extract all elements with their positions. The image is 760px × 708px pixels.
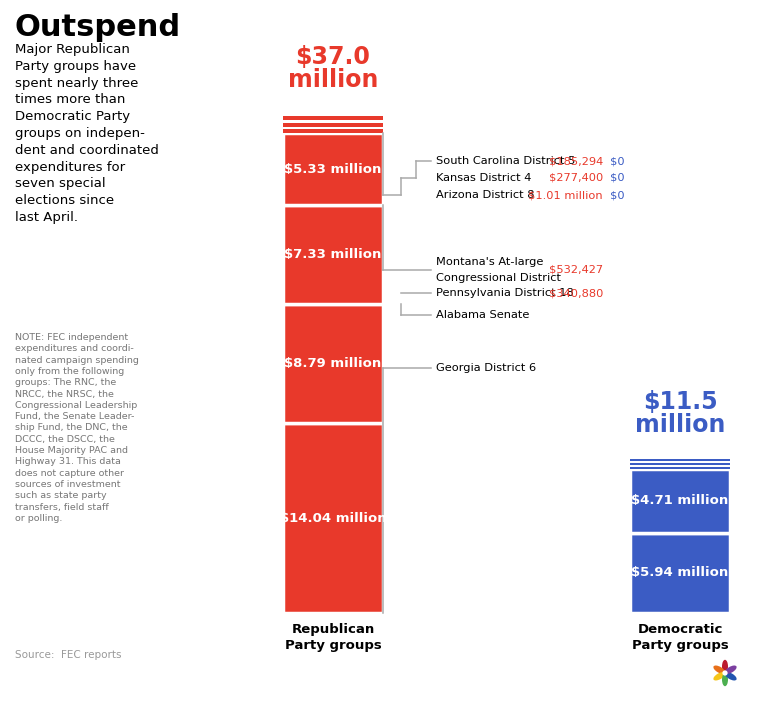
Text: $7.33 million: $7.33 million (284, 249, 382, 261)
Text: $4.71 million: $4.71 million (632, 494, 729, 508)
Text: Major Republican
Party groups have
spent nearly three
times more than
Democratic: Major Republican Party groups have spent… (15, 43, 159, 224)
Ellipse shape (725, 672, 736, 680)
Text: $0: $0 (610, 173, 625, 183)
Bar (630, 459, 730, 462)
Ellipse shape (722, 673, 728, 686)
Text: $185,294: $185,294 (549, 156, 603, 166)
Ellipse shape (714, 672, 725, 680)
Text: Arizona District 8: Arizona District 8 (436, 190, 534, 200)
Text: $14.04 million: $14.04 million (280, 512, 386, 525)
Text: Democratic
Party groups: Democratic Party groups (632, 623, 728, 652)
Bar (283, 304, 383, 423)
Ellipse shape (722, 660, 728, 673)
Bar (630, 463, 730, 465)
Text: $0: $0 (610, 156, 625, 166)
Bar (283, 130, 383, 133)
Text: Montana's At-large: Montana's At-large (436, 257, 543, 267)
Text: Alabama Senate: Alabama Senate (436, 310, 530, 320)
Text: Kansas District 4: Kansas District 4 (436, 173, 531, 183)
Bar (283, 116, 383, 120)
Text: $1.01 million: $1.01 million (528, 190, 603, 200)
Text: $532,427: $532,427 (549, 265, 603, 275)
Bar (283, 423, 383, 613)
Ellipse shape (725, 666, 736, 674)
Text: $340,880: $340,880 (549, 288, 603, 298)
Ellipse shape (714, 666, 725, 674)
Text: Republican
Party groups: Republican Party groups (285, 623, 382, 652)
Text: $11.5
million: $11.5 million (635, 389, 725, 437)
Circle shape (722, 670, 727, 675)
Text: $8.79 million: $8.79 million (284, 358, 382, 370)
Bar (630, 469, 730, 532)
Text: Georgia District 6: Georgia District 6 (436, 363, 536, 373)
Bar (283, 122, 383, 127)
Bar (283, 205, 383, 304)
Text: South Carolina District 5: South Carolina District 5 (436, 156, 575, 166)
Text: $37.0
million: $37.0 million (288, 45, 378, 92)
Text: $0: $0 (610, 190, 625, 200)
Bar (283, 133, 383, 205)
Text: $5.33 million: $5.33 million (284, 163, 382, 176)
Bar (630, 467, 730, 469)
Text: Source:  FEC reports: Source: FEC reports (15, 650, 122, 660)
Text: $277,400: $277,400 (549, 173, 603, 183)
Bar (630, 532, 730, 613)
Text: Outspend: Outspend (15, 13, 181, 42)
Text: Pennsylvania District 18: Pennsylvania District 18 (436, 288, 574, 298)
Text: Congressional District: Congressional District (436, 273, 561, 283)
Text: $5.94 million: $5.94 million (632, 566, 729, 579)
Text: NOTE: FEC independent
expenditures and coordi-
nated campaign spending
only from: NOTE: FEC independent expenditures and c… (15, 333, 139, 523)
